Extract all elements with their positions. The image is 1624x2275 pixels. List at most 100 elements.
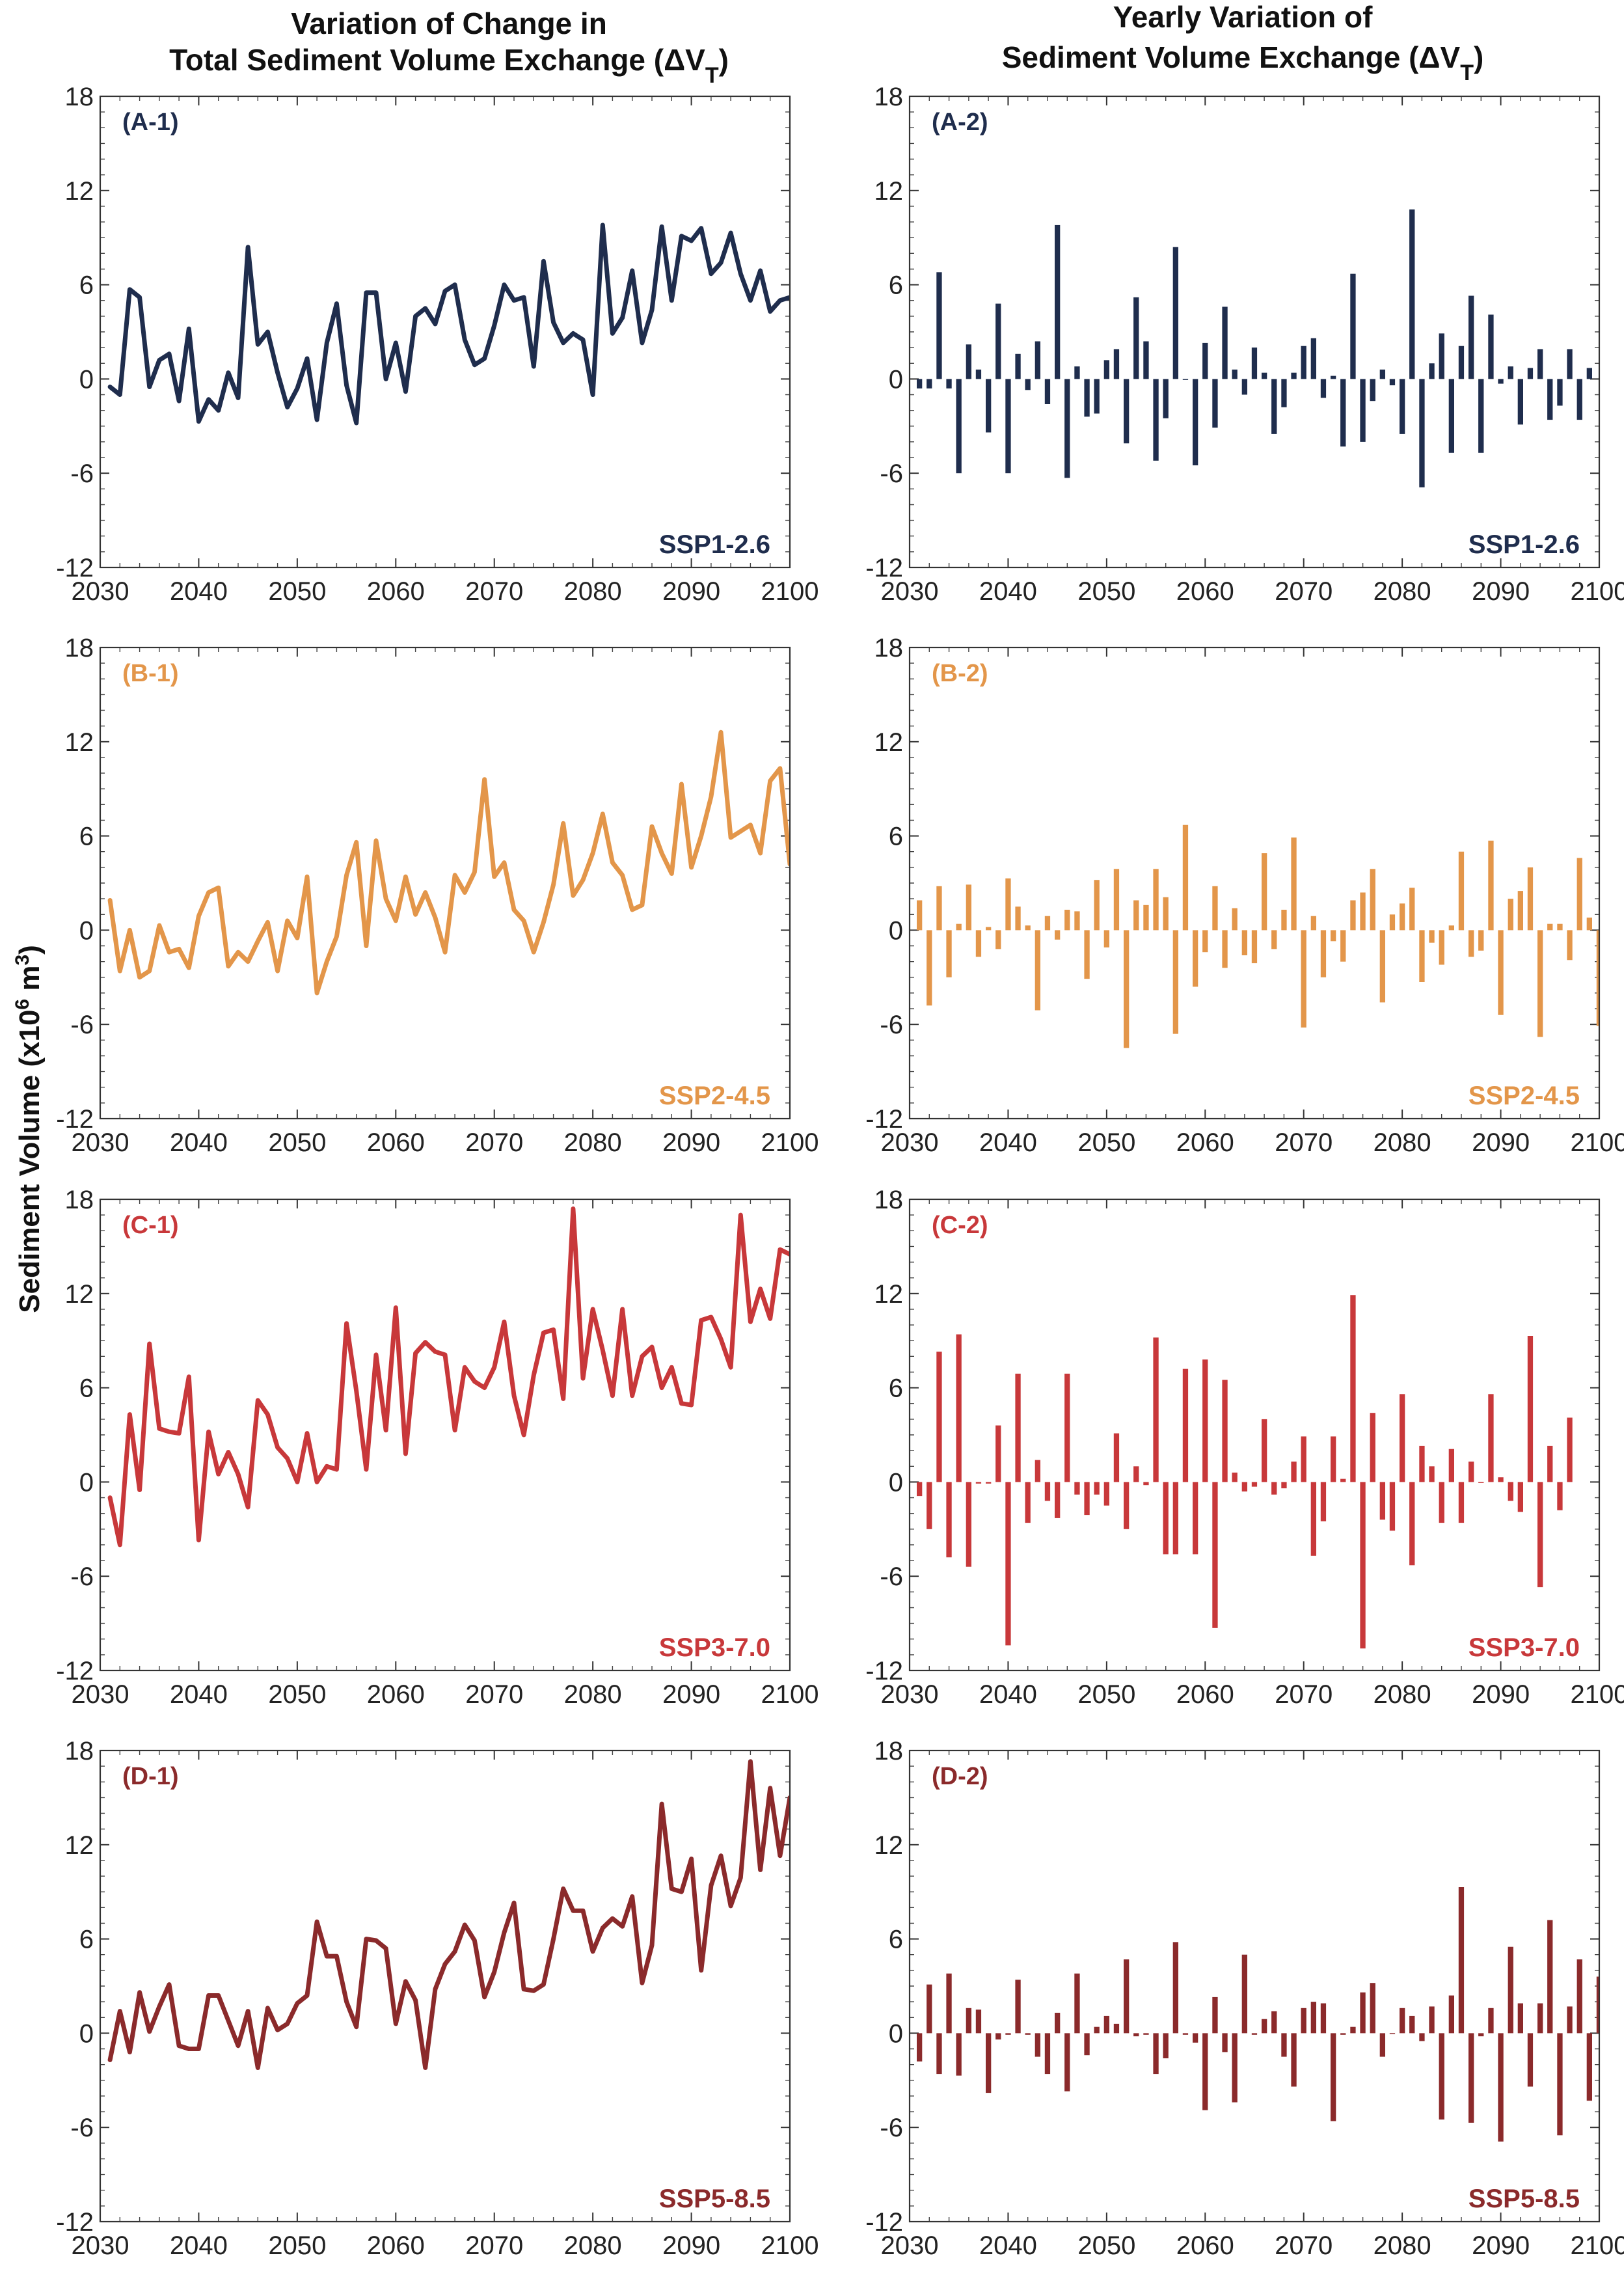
data-bar bbox=[1537, 1482, 1543, 1588]
x-tick-label: 2040 bbox=[979, 2231, 1037, 2260]
x-tick-label: 2030 bbox=[72, 577, 129, 606]
panel-label: (B-2) bbox=[932, 660, 988, 687]
data-bar bbox=[1084, 2033, 1090, 2056]
data-bar bbox=[1153, 869, 1159, 931]
x-tick-label: 2030 bbox=[881, 1128, 939, 1157]
data-bar bbox=[1133, 2033, 1139, 2037]
plot-frame bbox=[99, 1749, 791, 2223]
data-bar bbox=[1370, 379, 1375, 402]
y-tick-label: 0 bbox=[889, 1468, 903, 1497]
data-bar bbox=[1153, 2033, 1159, 2075]
data-bar bbox=[1310, 338, 1316, 379]
data-bar bbox=[1055, 930, 1061, 940]
y-tick-label: 12 bbox=[874, 177, 904, 206]
data-bar bbox=[1350, 1295, 1356, 1482]
plot-frame bbox=[908, 95, 1601, 569]
left-title-line-2: Total Sediment Volume Exchange (ΔVT) bbox=[169, 43, 729, 88]
data-bar bbox=[1124, 379, 1130, 444]
x-tick-label: 2060 bbox=[367, 1128, 425, 1157]
y-tick-label: 6 bbox=[889, 1926, 903, 1954]
data-bar bbox=[995, 303, 1001, 379]
data-bar bbox=[1064, 1373, 1070, 1482]
data-bar bbox=[1478, 930, 1484, 951]
data-bar bbox=[927, 379, 932, 388]
y-tick-label: -12 bbox=[865, 2208, 903, 2237]
data-bar bbox=[1064, 379, 1070, 478]
scenario-label: SSP1-2.6 bbox=[659, 530, 770, 559]
x-tick-label: 2060 bbox=[367, 2231, 425, 2260]
series-d-2 bbox=[917, 1887, 1599, 2142]
panel-label: (A-2) bbox=[932, 109, 988, 136]
data-bar bbox=[1193, 379, 1198, 466]
scenario-label: SSP2-4.5 bbox=[1468, 1082, 1580, 1110]
data-bar bbox=[936, 2033, 942, 2075]
x-tick-label: 2050 bbox=[268, 1128, 326, 1157]
data-bar bbox=[1232, 908, 1238, 931]
data-bar bbox=[1458, 851, 1465, 931]
minor-ticks bbox=[100, 647, 791, 1119]
x-tick-label: 2070 bbox=[1275, 1680, 1333, 1709]
data-bar bbox=[986, 927, 992, 931]
data-bar bbox=[1094, 880, 1100, 931]
y-tick-label: -12 bbox=[865, 1105, 903, 1134]
y-tick-label: 6 bbox=[889, 1374, 903, 1403]
data-bar bbox=[1498, 379, 1504, 384]
data-bar bbox=[1163, 1482, 1169, 1555]
data-bar bbox=[1409, 2015, 1415, 2034]
y-tick-label: -6 bbox=[70, 1562, 94, 1591]
y-tick-label: 12 bbox=[874, 1280, 904, 1309]
data-bar bbox=[1153, 379, 1159, 461]
minor-ticks bbox=[100, 1750, 791, 2222]
panel-label: (B-1) bbox=[122, 660, 179, 687]
y-tick-label: -12 bbox=[56, 554, 94, 582]
data-bar bbox=[1094, 379, 1100, 414]
data-bar bbox=[956, 1334, 962, 1482]
data-bar bbox=[1517, 379, 1523, 425]
x-tick-label: 2080 bbox=[564, 577, 622, 606]
data-bar bbox=[1025, 379, 1031, 390]
data-bar bbox=[995, 2033, 1001, 2040]
x-tick-label: 2040 bbox=[170, 577, 228, 606]
left-column-title: Variation of Change in Total Sediment Vo… bbox=[169, 7, 729, 88]
data-bar bbox=[1084, 930, 1090, 979]
data-bar bbox=[1301, 2008, 1306, 2034]
data-bar bbox=[1251, 1482, 1258, 1487]
y-tick-label: 6 bbox=[889, 823, 903, 851]
data-bar bbox=[1212, 1996, 1218, 2034]
data-bar bbox=[1577, 379, 1582, 420]
data-bar bbox=[1035, 1460, 1040, 1482]
data-bar bbox=[966, 2008, 971, 2034]
data-bar bbox=[1262, 372, 1267, 379]
data-bar bbox=[1488, 840, 1494, 931]
data-bar bbox=[1508, 1946, 1513, 2034]
y-tick-label: -6 bbox=[880, 1011, 903, 1039]
data-bar bbox=[1015, 1373, 1021, 1482]
x-tick-label: 2080 bbox=[564, 1680, 622, 1709]
series-a-1 bbox=[107, 223, 790, 426]
plot-frame bbox=[99, 646, 791, 1120]
data-bar bbox=[936, 1352, 942, 1482]
minor-ticks bbox=[909, 1199, 1600, 1671]
data-bar bbox=[986, 379, 992, 433]
x-tick-label: 2050 bbox=[1077, 2231, 1135, 2260]
x-tick-label: 2030 bbox=[881, 1680, 939, 1709]
y-tick-label: 0 bbox=[79, 916, 94, 945]
data-line bbox=[107, 1206, 790, 1547]
data-bar bbox=[1350, 2026, 1356, 2034]
y-tick-label: 18 bbox=[874, 1186, 904, 1214]
data-bar bbox=[1488, 1394, 1494, 1482]
data-bar bbox=[1143, 341, 1149, 379]
data-bar bbox=[1251, 930, 1258, 964]
data-bar bbox=[1035, 930, 1040, 1011]
data-bar bbox=[1547, 1445, 1553, 1482]
data-bar bbox=[1193, 2033, 1198, 2043]
x-tick-label: 2090 bbox=[1472, 2231, 1530, 2260]
y-tick-label: 12 bbox=[874, 1831, 904, 1860]
x-tick-label: 2080 bbox=[564, 1128, 622, 1157]
x-tick-label: 2080 bbox=[564, 2231, 622, 2260]
data-line bbox=[107, 1759, 790, 2070]
data-bar bbox=[1241, 1954, 1247, 2034]
plot-frame bbox=[908, 1749, 1601, 2223]
data-bar bbox=[966, 1482, 971, 1567]
